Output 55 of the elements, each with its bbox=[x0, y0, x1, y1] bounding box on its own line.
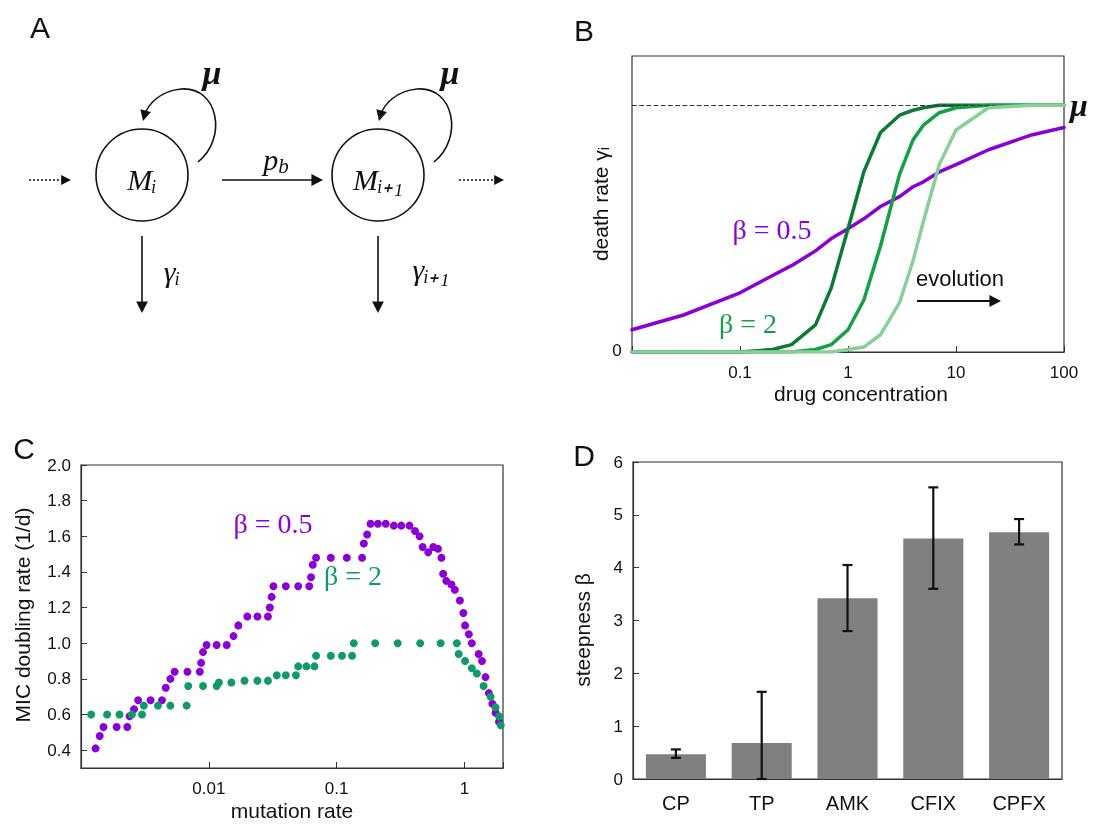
ref-line-label: μ bbox=[1068, 87, 1088, 124]
y-tick-label: 3 bbox=[613, 611, 623, 630]
x-tick-label: 0.01 bbox=[192, 779, 226, 798]
series-label: β = 2 bbox=[323, 559, 383, 591]
bar bbox=[731, 743, 792, 779]
y-tick-label: 1 bbox=[613, 716, 623, 736]
text: A bbox=[29, 10, 51, 44]
x-tick-label: CP bbox=[662, 792, 690, 814]
text: μ bbox=[200, 53, 222, 91]
x-tick-label: AMK bbox=[825, 792, 870, 814]
text: Mᵢ₊₁ bbox=[351, 162, 404, 196]
y-tick-label: 4 bbox=[613, 558, 623, 578]
series-label: β = 0.5 bbox=[732, 213, 812, 245]
y-tick-label: 0.8 bbox=[47, 669, 71, 689]
y-tick-label: 0 bbox=[613, 769, 623, 789]
y-tick-label: 1.4 bbox=[47, 562, 71, 582]
text: p$_{b}$ bbox=[261, 142, 289, 179]
y-axis-title: MIC doubling rate (1/d) bbox=[10, 507, 34, 723]
x-tick-label: CFIX bbox=[910, 792, 957, 814]
series-label: β = 2 bbox=[718, 307, 778, 339]
chart-title: D bbox=[573, 438, 595, 472]
text: μ bbox=[438, 53, 460, 91]
x-axis-title: drug concentration bbox=[774, 381, 948, 405]
text: Mᵢ bbox=[126, 162, 157, 196]
bar bbox=[903, 538, 964, 779]
y-tick-label: 5 bbox=[613, 505, 623, 525]
y-tick-label: 0.6 bbox=[47, 705, 71, 725]
y-tick-label: 1.6 bbox=[47, 526, 71, 546]
bar bbox=[989, 532, 1050, 779]
y-axis-title: death rate γᵢ bbox=[588, 146, 612, 262]
bar bbox=[817, 598, 878, 779]
y-tick-label: 2.0 bbox=[47, 455, 71, 475]
x-tick-label: 1 bbox=[459, 779, 470, 798]
chart-title: C bbox=[13, 431, 35, 465]
y-tick-label: 1.8 bbox=[47, 491, 71, 511]
x-tick-label: 1 bbox=[843, 363, 853, 382]
x-tick-label: 0.1 bbox=[728, 363, 752, 382]
y-tick-label: 6 bbox=[613, 452, 623, 472]
y-tick-label: 0.4 bbox=[47, 740, 71, 760]
y-tick-label: 1.2 bbox=[47, 598, 71, 618]
y-tick-label: 2 bbox=[613, 663, 623, 683]
x-axis-title: mutation rate bbox=[230, 798, 354, 822]
x-tick-label: TP bbox=[748, 792, 775, 814]
series-label: β = 0.5 bbox=[233, 507, 313, 539]
y-tick-label: 1.0 bbox=[47, 633, 71, 653]
x-tick-label: 100 bbox=[1049, 363, 1079, 382]
annotation: evolution bbox=[915, 265, 1005, 291]
x-tick-label: 0.1 bbox=[324, 779, 349, 798]
bar bbox=[645, 754, 706, 779]
chart-title: B bbox=[573, 13, 595, 47]
text: γᵢ bbox=[163, 254, 181, 288]
x-tick-label: CPFX bbox=[992, 792, 1046, 814]
y-axis-title: steepness β bbox=[570, 573, 594, 687]
x-tick-label: 10 bbox=[946, 363, 966, 382]
text: γᵢ₊₁ bbox=[412, 252, 450, 286]
